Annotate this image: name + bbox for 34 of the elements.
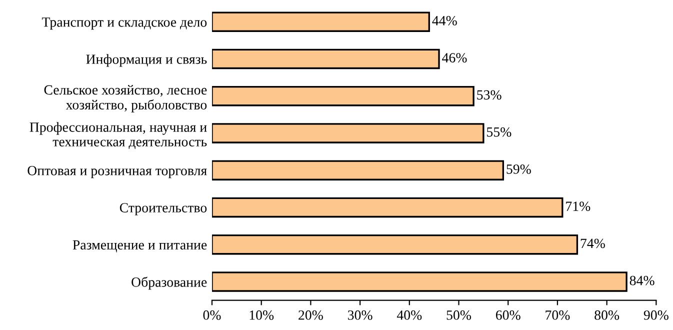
x-tick-label: 0% (203, 310, 221, 320)
data-label: 71% (566, 202, 590, 212)
x-tick-label: 10% (250, 310, 274, 320)
x-tick-label: 40% (396, 310, 422, 320)
bar (212, 160, 504, 180)
x-tick-label: 20% (298, 310, 323, 320)
bar (212, 272, 628, 292)
x-tick-label: 30% (348, 310, 372, 320)
data-label: 53% (477, 90, 502, 100)
data-label: 59% (506, 164, 531, 174)
y-tick-label: Профессиональная, научная и техническая деятельность (30, 122, 207, 149)
bar (212, 48, 440, 70)
bar (212, 234, 578, 255)
y-tick-label: Транспорт и складское дело (42, 18, 207, 30)
data-label: 55% (487, 127, 512, 137)
y-tick-label: Информация и связь (86, 54, 207, 67)
y-tick-label: Сельское хозяйство, лесное хозяйство, рыболовство (44, 84, 207, 112)
bar (212, 86, 474, 106)
y-tick-label: Образование (132, 276, 207, 290)
data-label: 84% (630, 276, 654, 286)
y-tick-label: Размещение и питание (72, 240, 207, 252)
x-tick-label: 50% (446, 310, 472, 320)
x-tick-label: 80% (594, 310, 620, 320)
data-label: 74% (580, 238, 605, 248)
bar (212, 197, 564, 218)
x-tick-label: 60% (496, 310, 520, 320)
y-tick-label: Строительство (120, 203, 207, 216)
bar (212, 123, 484, 144)
data-label: 44% (432, 16, 457, 26)
x-tick-label: 90% (644, 310, 668, 320)
x-tick-label: 70% (546, 310, 570, 320)
y-tick-label: Оптовая и розничная торговля (28, 166, 207, 178)
data-label: 46% (442, 53, 467, 63)
bar (212, 12, 430, 32)
